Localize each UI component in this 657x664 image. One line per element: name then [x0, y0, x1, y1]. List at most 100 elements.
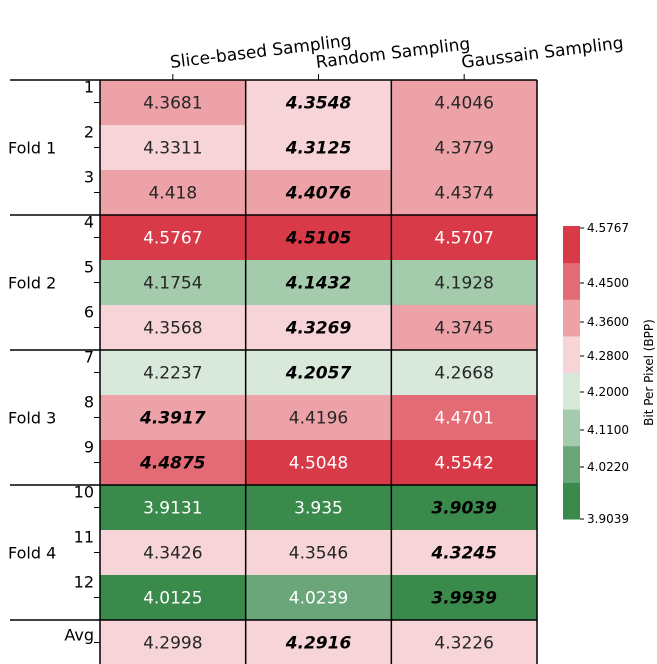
cell-value-label: 4.2668: [434, 364, 493, 384]
cell-value-label: 4.1432: [285, 274, 352, 294]
cell-value-label: 4.5048: [289, 454, 348, 474]
heatmap-cell: [391, 80, 538, 126]
cell-value-label: 3.9131: [143, 499, 202, 519]
colorbar: 4.5767 4.4500 4.3600 4.2800 4.2000 4.1100 4.02…: [563, 221, 656, 526]
cell-value-label: 4.3548: [285, 94, 352, 114]
cell-value-label: 4.418: [148, 184, 197, 204]
cell-value-label: 4.1928: [434, 274, 493, 294]
cell-value-label: 4.3125: [285, 139, 352, 159]
fold-group-label: Fold 2: [8, 274, 56, 293]
heatmap-cell: [391, 125, 538, 171]
colorbar-segment: [563, 299, 580, 337]
colorbar-tick-label: 4.2800: [587, 349, 629, 363]
heatmap-cell: [245, 485, 392, 531]
heatmap-cell: [100, 575, 247, 621]
fold-group-label: Fold 1: [8, 139, 56, 158]
heatmap-cell: [100, 260, 247, 306]
colorbar-segment: [563, 482, 580, 520]
heatmap-cell: [391, 305, 538, 351]
cell-value-label: 4.3779: [434, 139, 493, 159]
cell-value-label: 4.2237: [143, 364, 202, 384]
cell-value-label: 4.4076: [285, 184, 352, 204]
colorbar-segment: [563, 262, 580, 300]
heatmap-cell: [100, 350, 247, 396]
heatmap-cell: [245, 575, 392, 621]
cell-value-label: 4.0239: [289, 589, 348, 609]
cell-value-label: 4.3745: [434, 319, 493, 339]
cell-value-label: 4.3426: [143, 544, 202, 564]
colorbar-segment: [563, 335, 580, 374]
heatmap-cell: [391, 620, 538, 664]
row-tick-label: Avg: [64, 626, 94, 645]
colorbar-tick-label: 4.1100: [587, 423, 629, 437]
row-tick-label: 8: [84, 393, 94, 412]
heatmap-cell: [391, 350, 538, 396]
heatmap-cell: [245, 440, 392, 486]
cell-value-label: 4.1754: [143, 274, 202, 294]
colorbar-tick-label: 4.4500: [587, 276, 629, 290]
colorbar-segment: [563, 409, 580, 447]
colorbar-axis-label: Bit Per Pixel (BPP): [642, 319, 656, 426]
row-tick-label: 10: [74, 483, 94, 502]
colorbar-tick-label: 4.5767: [587, 221, 629, 235]
heatmap-cell: [245, 170, 392, 216]
cell-value-label: 4.3245: [430, 544, 497, 564]
heatmap-cell: [100, 530, 247, 576]
cell-value-label: 4.2057: [285, 364, 352, 384]
heatmap-cell: [245, 305, 392, 351]
heatmap-cell: [100, 440, 247, 486]
column-header-label: Gaussain Sampling: [460, 33, 624, 73]
heatmap-cells: [100, 80, 538, 664]
cell-value-label: 4.3311: [143, 139, 202, 159]
row-tick-label: 4: [84, 213, 94, 232]
heatmap-cell: [100, 80, 247, 126]
heatmap-cell: [391, 215, 538, 261]
cell-value-label: 4.5542: [434, 454, 493, 474]
colorbar-tick-label: 4.2000: [587, 385, 629, 399]
heatmap-cell: [100, 620, 247, 664]
cell-value-label: 4.5767: [143, 229, 202, 249]
colorbar-tick-label: 3.9039: [587, 512, 629, 526]
heatmap-cell: [100, 305, 247, 351]
heatmap-cell: [391, 440, 538, 486]
heatmap-cell: [245, 530, 392, 576]
cell-value-label: 4.5707: [434, 229, 493, 249]
cell-value-label: 4.3226: [434, 634, 493, 654]
heatmap-cell: [100, 395, 247, 441]
heatmap-cell: [245, 215, 392, 261]
heatmap-cell: [100, 170, 247, 216]
cell-value-label: 3.9939: [431, 589, 497, 609]
colorbar-segment: [563, 445, 580, 483]
heatmap-cell: [391, 485, 538, 531]
fold-group-labels: Fold 1 Fold 2 Fold 3 Fold 4: [8, 139, 56, 563]
cell-value-labels: 4.3681 4.3548 4.4046 4.3311 4.3125 4.3779 4.41…: [139, 94, 497, 654]
cell-value-label: 4.2998: [143, 634, 202, 654]
row-tick-label: 2: [84, 123, 94, 142]
cell-value-label: 4.3568: [143, 319, 202, 339]
heatmap-cell: [391, 395, 538, 441]
colorbar-tick-label: 4.0220: [587, 460, 629, 474]
heatmap-cell: [245, 395, 392, 441]
fold-group-label: Fold 4: [8, 544, 56, 563]
cell-value-label: 4.3546: [289, 544, 348, 564]
colorbar-tick-label: 4.3600: [587, 315, 629, 329]
cell-value-label: 4.4196: [289, 409, 348, 429]
row-tick-label: 12: [74, 573, 94, 592]
row-tick-label: 11: [74, 528, 94, 547]
heatmap-cell: [245, 260, 392, 306]
row-tick-label: 6: [84, 303, 94, 322]
cell-value-label: 3.9039: [431, 499, 497, 519]
cell-value-label: 4.0125: [143, 589, 202, 609]
separator-lines: [10, 79, 538, 664]
heatmap-cell: [245, 350, 392, 396]
cell-value-label: 4.5105: [285, 229, 352, 249]
row-tick-label: 1: [84, 78, 94, 97]
fold-group-label: Fold 3: [8, 409, 56, 428]
cell-value-label: 4.4701: [434, 409, 493, 429]
heatmap-cell: [100, 215, 247, 261]
cell-value-label: 4.4046: [434, 94, 493, 114]
heatmap-cell: [245, 620, 392, 664]
